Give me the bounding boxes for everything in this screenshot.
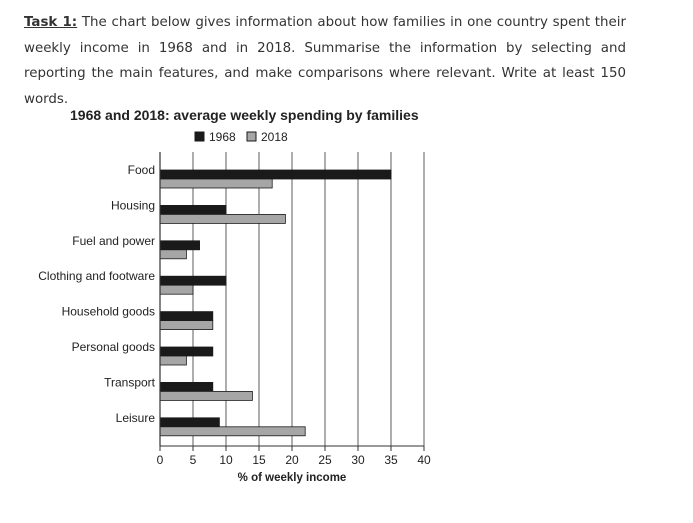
legend: 1968 2018	[194, 130, 288, 144]
category-label: Food	[128, 163, 155, 177]
task-label: Task 1:	[24, 15, 78, 30]
category-label: Household goods	[62, 305, 155, 319]
bar-2018-transport	[159, 390, 253, 401]
x-tick-label-25: 25	[318, 453, 332, 467]
bar-1968-household-goods	[159, 311, 214, 322]
bar-2018-clothing-and-footware	[159, 284, 194, 295]
x-axis-title: % of weekly income	[238, 472, 347, 484]
bars	[159, 169, 392, 437]
x-axis: 0 5 10 15 20 25 30 35 40	[157, 152, 431, 467]
chart-title: 1968 and 2018: average weekly spending b…	[70, 107, 419, 123]
legend-swatch-2018	[246, 131, 257, 142]
x-tick-label-0: 0	[157, 453, 164, 467]
category-label: Clothing and footware	[38, 269, 155, 283]
category-label: Housing	[111, 198, 155, 212]
x-tick-label-30: 30	[351, 453, 365, 467]
task-prompt: Task 1: The chart below gives informatio…	[24, 10, 626, 112]
category-label: Fuel and power	[72, 234, 155, 248]
legend-swatch-1968	[194, 131, 205, 142]
bar-1968-fuel-and-power	[159, 240, 200, 251]
x-tick-label-20: 20	[285, 453, 299, 467]
category-label: Leisure	[116, 411, 156, 425]
bar-2018-food	[159, 178, 273, 189]
gridlines	[192, 152, 425, 446]
bar-2018-household-goods	[159, 320, 214, 331]
bar-2018-housing	[159, 213, 286, 224]
category-label: Personal goods	[72, 340, 155, 354]
bar-2018-leisure	[159, 426, 306, 437]
category-labels: Food Housing Fuel and power Clothing and fo…	[38, 163, 155, 425]
bar-1968-housing	[159, 204, 227, 215]
bar-2018-fuel-and-power	[159, 249, 187, 260]
x-tick-label-35: 35	[384, 453, 398, 467]
x-tick-label-5: 5	[190, 453, 197, 467]
bar-1968-food	[159, 169, 392, 180]
x-tick-label-10: 10	[219, 453, 233, 467]
bar-1968-personal-goods	[159, 346, 214, 357]
legend-label-2018: 2018	[261, 130, 288, 144]
task-text: The chart below gives information about …	[24, 15, 627, 107]
bar-1968-leisure	[159, 417, 220, 428]
x-tick-label-40: 40	[417, 453, 431, 467]
bar-1968-clothing-and-footware	[159, 275, 227, 286]
legend-label-1968: 1968	[209, 130, 236, 144]
x-tick-label-15: 15	[252, 453, 266, 467]
bar-2018-personal-goods	[159, 355, 187, 366]
bar-1968-transport	[159, 381, 214, 392]
category-label: Transport	[104, 375, 156, 389]
